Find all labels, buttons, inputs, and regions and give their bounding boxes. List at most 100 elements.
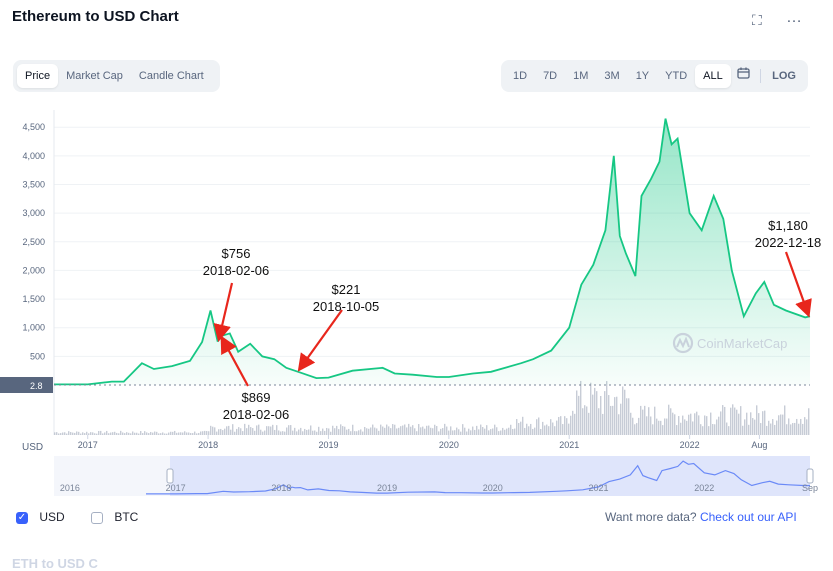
volume-bar	[800, 419, 801, 435]
volume-bar	[466, 432, 467, 435]
volume-bar	[490, 429, 491, 435]
range-all[interactable]: ALL	[695, 64, 731, 88]
tab-price[interactable]: Price	[17, 64, 58, 88]
volume-bar	[64, 432, 65, 435]
calendar-icon[interactable]	[731, 64, 756, 88]
volume-bar	[304, 429, 305, 435]
volume-bar	[276, 425, 277, 435]
usd-checkbox-row[interactable]: ✓ USD	[16, 510, 65, 524]
volume-bar	[770, 424, 771, 435]
range-3m[interactable]: 3M	[596, 64, 627, 88]
volume-bar	[68, 431, 69, 435]
volume-bar	[360, 429, 361, 435]
volume-bar	[396, 428, 397, 435]
tab-market-cap[interactable]: Market Cap	[58, 64, 131, 88]
volume-bar	[478, 429, 479, 435]
volume-bar	[386, 425, 387, 435]
volume-bar	[694, 413, 695, 435]
volume-bar	[672, 413, 673, 435]
volume-bar	[724, 407, 725, 435]
volume-bar	[576, 390, 577, 435]
btc-checkbox-row[interactable]: BTC	[91, 510, 138, 524]
volume-bar	[274, 430, 275, 435]
volume-bar	[316, 432, 317, 435]
volume-bar	[150, 432, 151, 435]
more-horizontal-icon[interactable]: …	[786, 9, 803, 27]
volume-bar	[344, 427, 345, 435]
volume-bar	[750, 412, 751, 435]
volume-bar	[206, 431, 207, 435]
volume-bar	[424, 429, 425, 435]
range-ytd[interactable]: YTD	[657, 64, 695, 88]
volume-bar	[486, 425, 487, 435]
volume-bar	[722, 405, 723, 435]
volume-bar	[696, 412, 697, 435]
volume-bar	[556, 421, 557, 435]
fullscreen-icon[interactable]: ⛶	[752, 12, 762, 29]
volume-bar	[100, 431, 101, 435]
volume-bar	[388, 426, 389, 435]
x-tick-label: 2020	[439, 440, 459, 450]
volume-bar	[676, 425, 677, 435]
volume-bar	[596, 391, 597, 435]
x-tick-label: 2017	[78, 440, 98, 450]
volume-bar	[74, 433, 75, 435]
volume-bar	[706, 416, 707, 435]
volume-bar	[738, 414, 739, 435]
volume-bar	[614, 397, 615, 435]
volume-bar	[518, 423, 519, 435]
volume-bar	[110, 433, 111, 435]
volume-bar	[530, 424, 531, 435]
api-link[interactable]: Check out our API	[700, 510, 797, 524]
volume-bar	[172, 432, 173, 435]
volume-bar	[450, 426, 451, 435]
volume-bar	[702, 426, 703, 435]
volume-bar	[278, 430, 279, 435]
volume-bar	[292, 431, 293, 435]
volume-bar	[422, 427, 423, 435]
volume-bar	[180, 432, 181, 435]
volume-bar	[772, 419, 773, 435]
volume-bar	[630, 413, 631, 435]
volume-bar	[494, 425, 495, 435]
volume-bar	[134, 433, 135, 435]
volume-bar	[732, 404, 733, 435]
btc-checkbox[interactable]	[91, 512, 103, 524]
volume-bar	[498, 431, 499, 435]
volume-bar	[146, 432, 147, 435]
section-heading-cut: ETH to USD C	[12, 556, 98, 571]
volume-bar	[606, 381, 607, 435]
volume-bar	[336, 426, 337, 435]
volume-bar	[410, 427, 411, 435]
log-toggle[interactable]: LOG	[764, 64, 804, 88]
volume-bar	[578, 396, 579, 435]
usd-checkbox[interactable]: ✓	[16, 512, 28, 524]
range-1m[interactable]: 1M	[565, 64, 596, 88]
price-chart[interactable]: 4,5004,0003,5003,0002,5002,0001,5001,000…	[0, 100, 833, 500]
volume-bar	[238, 427, 239, 435]
y-tick-label: 4,000	[22, 151, 45, 161]
volume-bar	[678, 416, 679, 435]
volume-bar	[458, 429, 459, 435]
volume-bar	[128, 433, 129, 435]
navigator-handle-left[interactable]	[167, 469, 173, 483]
range-1d[interactable]: 1D	[505, 64, 535, 88]
volume-bar	[646, 416, 647, 435]
volume-bar	[226, 426, 227, 435]
volume-bar	[160, 433, 161, 435]
volume-bar	[240, 428, 241, 435]
annotation-value: $1,180	[768, 218, 808, 233]
volume-bar	[806, 419, 807, 435]
x-tick-label: Aug	[751, 440, 767, 450]
volume-bar	[626, 398, 627, 435]
tab-candle-chart[interactable]: Candle Chart	[131, 64, 212, 88]
volume-bar	[174, 431, 175, 435]
range-1y[interactable]: 1Y	[628, 64, 657, 88]
volume-bar	[636, 423, 637, 435]
volume-bar	[652, 424, 653, 435]
navigator-handle-right[interactable]	[807, 469, 813, 483]
range-7d[interactable]: 7D	[535, 64, 565, 88]
volume-bar	[308, 429, 309, 435]
volume-bar	[554, 426, 555, 435]
